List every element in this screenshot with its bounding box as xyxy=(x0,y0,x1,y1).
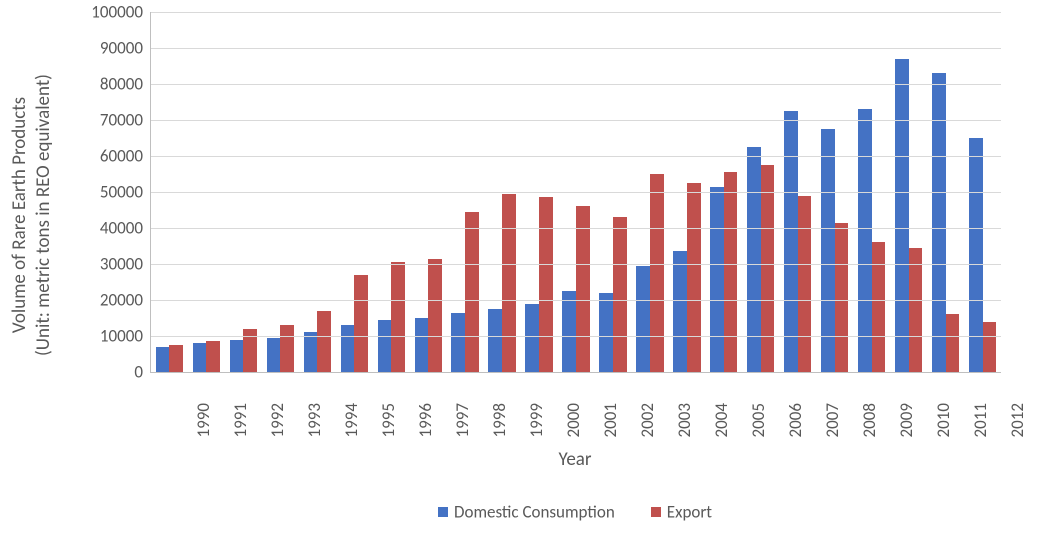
x-tick-label: 2002 xyxy=(637,403,658,437)
bar xyxy=(525,304,539,372)
y-tick-label: 100000 xyxy=(91,2,143,23)
x-tick-label: 2003 xyxy=(674,403,695,437)
bar xyxy=(317,311,331,372)
bar xyxy=(798,196,812,372)
y-tick-label: 20000 xyxy=(100,290,143,311)
gridline xyxy=(151,300,1001,301)
gridline xyxy=(151,156,1001,157)
gridline xyxy=(151,264,1001,265)
y-tick-label: 30000 xyxy=(100,254,143,275)
plot-area: 0100002000030000400005000060000700008000… xyxy=(150,12,1001,373)
x-tick-label: 1996 xyxy=(415,403,436,437)
bar xyxy=(687,183,701,372)
x-tick-label: 2007 xyxy=(822,403,843,437)
x-tick-label: 1992 xyxy=(267,403,288,437)
bar xyxy=(304,332,318,372)
x-tick-label: 1999 xyxy=(526,403,547,437)
bar xyxy=(576,206,590,372)
bar xyxy=(267,338,281,372)
bar xyxy=(872,242,886,372)
bar xyxy=(895,59,909,372)
x-tick-label: 2006 xyxy=(785,403,806,437)
x-tick-label: 1990 xyxy=(193,403,214,437)
x-tick-label: 2004 xyxy=(711,403,732,437)
bar xyxy=(835,223,849,372)
bar xyxy=(206,341,220,372)
y-tick-label: 40000 xyxy=(100,218,143,239)
bar xyxy=(562,291,576,372)
x-tick-label: 2010 xyxy=(933,403,954,437)
gridline xyxy=(151,192,1001,193)
chart: Volume of Rare Earth Products (Unit: met… xyxy=(0,0,1039,551)
legend-label: Export xyxy=(667,501,712,522)
legend-label: Domestic Consumption xyxy=(454,501,615,522)
gridline xyxy=(151,336,1001,337)
bar xyxy=(636,266,650,372)
bar xyxy=(784,111,798,372)
x-tick-label: 2008 xyxy=(859,403,880,437)
bar xyxy=(415,318,429,372)
gridline xyxy=(151,12,1001,13)
y-tick-label: 80000 xyxy=(100,74,143,95)
bar xyxy=(502,194,516,372)
bar xyxy=(280,325,294,372)
x-tick-label: 2012 xyxy=(1006,403,1027,437)
bar xyxy=(488,309,502,372)
x-tick-label: 2009 xyxy=(896,403,917,437)
legend-swatch xyxy=(438,507,448,517)
x-tick-label: 2001 xyxy=(600,403,621,437)
bar xyxy=(932,73,946,372)
bar xyxy=(983,322,997,372)
bar xyxy=(710,187,724,372)
x-tick-label: 1998 xyxy=(489,403,510,437)
y-axis-label: Volume of Rare Earth Products (Unit: met… xyxy=(8,0,68,430)
y-tick-label: 90000 xyxy=(100,38,143,59)
x-tick-label: 2011 xyxy=(970,403,991,437)
legend-item: Domestic Consumption xyxy=(438,500,615,522)
gridline xyxy=(151,84,1001,85)
legend: Domestic Consumption Export xyxy=(150,500,1000,522)
x-tick-label: 1994 xyxy=(341,403,362,437)
y-tick-label: 10000 xyxy=(100,326,143,347)
x-tick-label: 1991 xyxy=(230,403,251,437)
x-tick-label: 1993 xyxy=(304,403,325,437)
bar xyxy=(613,217,627,372)
gridline xyxy=(151,228,1001,229)
bar xyxy=(341,325,355,372)
bar xyxy=(747,147,761,372)
bar xyxy=(909,248,923,372)
bar xyxy=(156,347,170,372)
bar xyxy=(465,212,479,372)
bar xyxy=(539,197,553,372)
x-tick-label: 1997 xyxy=(452,403,473,437)
x-tick-label: 1995 xyxy=(378,403,399,437)
legend-swatch xyxy=(651,507,661,517)
gridline xyxy=(151,48,1001,49)
bar xyxy=(946,314,960,372)
x-axis-label: Year xyxy=(150,448,1000,471)
bar xyxy=(858,109,872,372)
x-tick-label: 2005 xyxy=(748,403,769,437)
bar xyxy=(428,259,442,372)
bar xyxy=(673,251,687,372)
gridline xyxy=(151,120,1001,121)
bar xyxy=(451,313,465,372)
bar xyxy=(599,293,613,372)
bar xyxy=(354,275,368,372)
legend-item: Export xyxy=(651,500,712,522)
y-tick-label: 50000 xyxy=(100,182,143,203)
bar xyxy=(193,343,207,372)
bar xyxy=(391,262,405,372)
bar xyxy=(650,174,664,372)
x-tick-label: 2000 xyxy=(563,403,584,437)
y-tick-label: 60000 xyxy=(100,146,143,167)
bar xyxy=(724,172,738,372)
bar xyxy=(169,345,183,372)
y-tick-label: 70000 xyxy=(100,110,143,131)
bar xyxy=(378,320,392,372)
y-tick-label: 0 xyxy=(134,362,143,383)
bar xyxy=(761,165,775,372)
bar xyxy=(230,340,244,372)
